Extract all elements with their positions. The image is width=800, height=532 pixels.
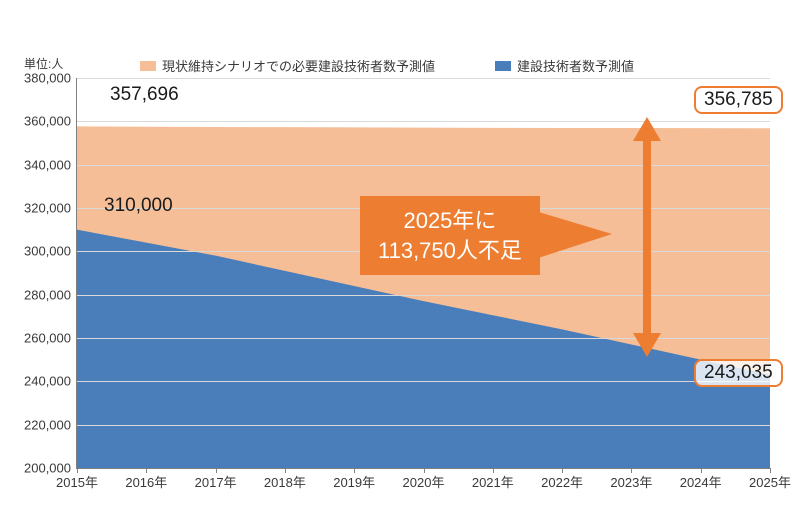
y-tick-label: 220,000 — [24, 417, 71, 432]
legend-label-series1: 現状維持シナリオでの必要建設技術者数予測値 — [162, 56, 435, 75]
y-tick-label: 320,000 — [24, 201, 71, 216]
x-tick-label: 2023年 — [610, 472, 652, 491]
legend-swatch-series1 — [140, 61, 156, 71]
y-tick-label: 240,000 — [24, 374, 71, 389]
y-tick-label: 380,000 — [24, 71, 71, 86]
unit-label: 単位:人 — [24, 55, 63, 72]
y-tick-label: 360,000 — [24, 114, 71, 129]
legend-swatch-series2 — [495, 61, 511, 71]
x-tick-label: 2017年 — [195, 472, 237, 491]
y-tick-label: 280,000 — [24, 287, 71, 302]
legend: 現状維持シナリオでの必要建設技術者数予測値 建設技術者数予測値 — [140, 56, 634, 75]
legend-item-series1: 現状維持シナリオでの必要建設技術者数予測値 — [140, 56, 435, 75]
x-tick-label: 2024年 — [680, 472, 722, 491]
y-tick-label: 260,000 — [24, 331, 71, 346]
y-tick-label: 340,000 — [24, 157, 71, 172]
callout-line2: 113,750人不足 — [378, 236, 522, 266]
gridline — [77, 381, 770, 382]
callout-box: 2025年に 113,750人不足 — [360, 196, 540, 275]
gap-double-arrow — [627, 117, 667, 357]
x-tick-label: 2015年 — [56, 472, 98, 491]
x-tick-label: 2019年 — [333, 472, 375, 491]
data-label-s2-start: 310,000 — [104, 195, 173, 217]
x-tick-label: 2022年 — [541, 472, 583, 491]
callout-line1: 2025年に — [378, 206, 522, 236]
x-tick-label: 2025年 — [749, 472, 791, 491]
data-label-s1-end: 356,785 — [694, 86, 783, 114]
legend-item-series2: 建設技術者数予測値 — [495, 56, 634, 75]
gridline — [77, 78, 770, 79]
gridline — [77, 425, 770, 426]
legend-label-series2: 建設技術者数予測値 — [517, 56, 634, 75]
x-tick-label: 2016年 — [125, 472, 167, 491]
data-label-s2-end: 243,035 — [694, 359, 783, 387]
x-tick-label: 2021年 — [472, 472, 514, 491]
x-tick-label: 2020年 — [403, 472, 445, 491]
y-tick-label: 300,000 — [24, 244, 71, 259]
callout-pointer — [532, 210, 612, 270]
chart-container: 単位:人 現状維持シナリオでの必要建設技術者数予測値 建設技術者数予測値 200… — [0, 0, 800, 532]
data-label-s1-start: 357,696 — [110, 84, 179, 106]
x-tick-label: 2018年 — [264, 472, 306, 491]
